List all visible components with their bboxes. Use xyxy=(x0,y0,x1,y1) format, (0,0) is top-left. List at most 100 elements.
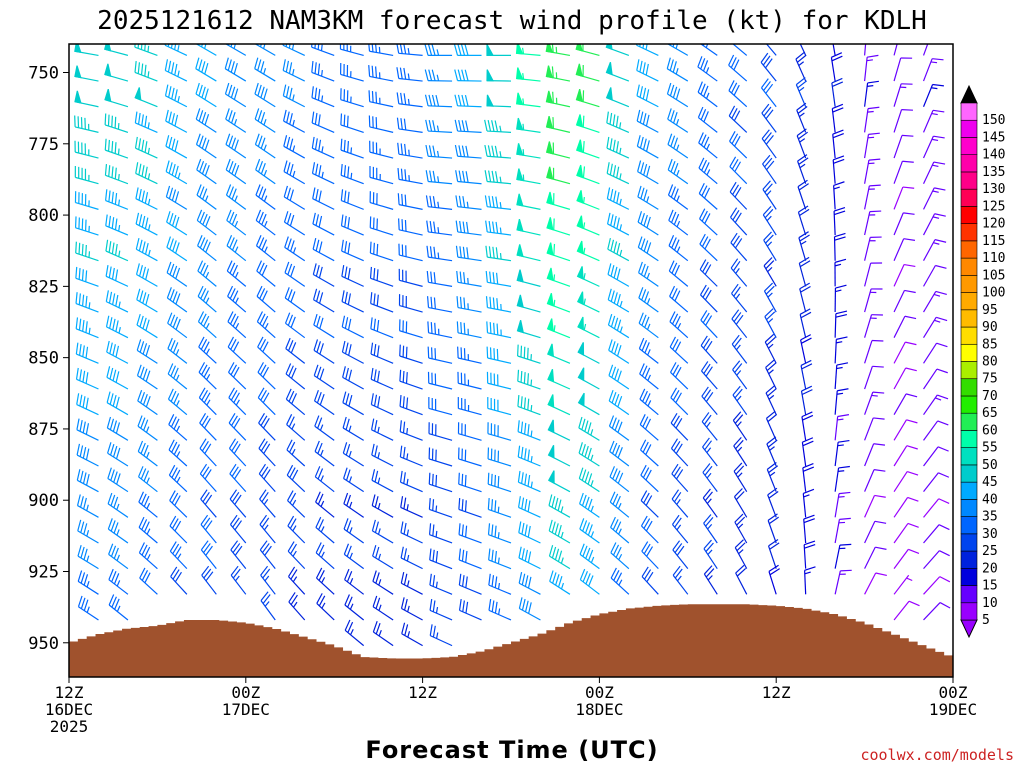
wind-barb xyxy=(425,195,453,210)
wind-barb xyxy=(893,289,916,313)
wind-barb xyxy=(225,133,247,159)
wind-barb xyxy=(369,266,394,287)
colorbar-swatch xyxy=(960,240,978,259)
wind-barb xyxy=(923,498,950,518)
wind-barb xyxy=(638,287,659,313)
wind-barb xyxy=(342,416,364,441)
wind-barb xyxy=(834,336,848,364)
wind-barb xyxy=(515,67,541,82)
wind-barb xyxy=(640,515,659,544)
wind-barb xyxy=(923,290,947,313)
colorbar-swatch xyxy=(960,137,978,155)
wind-barb xyxy=(546,191,571,210)
wind-barb xyxy=(923,550,950,570)
wind-barb xyxy=(167,388,188,416)
y-tick-label: 875 xyxy=(28,420,59,440)
wind-barb xyxy=(672,565,689,595)
wind-barb xyxy=(608,364,630,390)
wind-barb xyxy=(637,185,659,210)
y-tick-label: 900 xyxy=(28,491,59,511)
wind-barb xyxy=(197,311,217,339)
wind-barb xyxy=(731,283,748,313)
wind-barb xyxy=(74,65,99,82)
wind-barb xyxy=(485,270,512,287)
wind-barb xyxy=(284,236,306,262)
wind-barb xyxy=(576,291,600,313)
wind-barb xyxy=(74,44,99,56)
wind-barb xyxy=(312,288,335,313)
colorbar-label: 30 xyxy=(982,527,998,542)
wind-barb xyxy=(669,362,689,390)
wind-barb xyxy=(196,184,217,210)
colorbar-swatch xyxy=(960,499,978,517)
wind-barb xyxy=(458,497,482,518)
wind-barb xyxy=(487,523,512,544)
wind-barb xyxy=(795,51,807,82)
wind-barb xyxy=(135,263,158,287)
wind-barb xyxy=(258,463,276,493)
x-tick-label: 12Z xyxy=(762,683,791,702)
wind-barb xyxy=(400,597,423,621)
x-tick-label: 00Z xyxy=(939,683,968,702)
wind-barb xyxy=(107,518,129,544)
wind-barb xyxy=(137,389,158,416)
wind-barb xyxy=(893,496,919,518)
wind-barb xyxy=(798,231,810,261)
colorbar-swatch xyxy=(960,292,978,311)
wind-barb xyxy=(342,366,364,390)
wind-barb xyxy=(341,290,364,313)
colorbar-label: 150 xyxy=(982,113,1005,128)
wind-barb xyxy=(864,236,882,261)
wind-barb xyxy=(484,119,512,133)
wind-barb xyxy=(546,318,571,339)
wind-barb xyxy=(75,241,99,262)
wind-barb xyxy=(398,268,423,287)
colorbar-swatch xyxy=(960,585,978,604)
colorbar-swatch xyxy=(960,102,978,121)
wind-barb xyxy=(198,362,217,390)
wind-barb xyxy=(170,566,188,595)
wind-barb xyxy=(923,472,950,493)
wind-barb xyxy=(893,263,916,287)
wind-barb xyxy=(370,367,394,390)
colorbar-swatch xyxy=(960,602,978,621)
wind-barb xyxy=(864,44,867,56)
wind-barb xyxy=(923,446,949,467)
wind-barb xyxy=(671,489,689,518)
wind-barb xyxy=(135,187,158,210)
wind-barb xyxy=(108,568,129,595)
wind-barb xyxy=(640,490,659,518)
colorbar-label: 15 xyxy=(982,579,998,594)
wind-barb xyxy=(312,212,335,236)
wind-barb xyxy=(922,187,946,210)
wind-barb xyxy=(638,312,659,339)
wind-barb xyxy=(763,257,777,287)
wind-barb xyxy=(893,212,915,236)
wind-barb xyxy=(370,393,394,416)
wind-barb xyxy=(199,412,217,441)
wind-barb xyxy=(165,109,188,133)
wind-barb xyxy=(703,514,718,544)
wind-barb xyxy=(344,594,365,621)
wind-barb xyxy=(864,572,887,595)
wind-barb xyxy=(313,313,335,339)
wind-barb xyxy=(69,414,70,415)
colorbar-label: 95 xyxy=(982,303,998,318)
wind-barb xyxy=(733,462,748,492)
wind-barb xyxy=(285,363,306,390)
colorbar-swatch xyxy=(960,464,978,483)
wind-barb xyxy=(315,516,335,544)
wind-barb xyxy=(69,183,70,184)
wind-barb xyxy=(702,488,718,518)
wind-barb xyxy=(699,208,718,236)
wind-barb xyxy=(767,513,780,544)
wind-barb xyxy=(257,336,276,364)
wind-barb xyxy=(547,368,571,390)
wind-barb xyxy=(287,515,306,544)
wind-barb xyxy=(668,260,689,287)
wind-barb xyxy=(922,161,946,184)
wind-barb xyxy=(454,119,482,133)
wind-barb xyxy=(485,220,512,236)
wind-barb xyxy=(760,78,777,108)
wind-barb xyxy=(517,344,541,364)
